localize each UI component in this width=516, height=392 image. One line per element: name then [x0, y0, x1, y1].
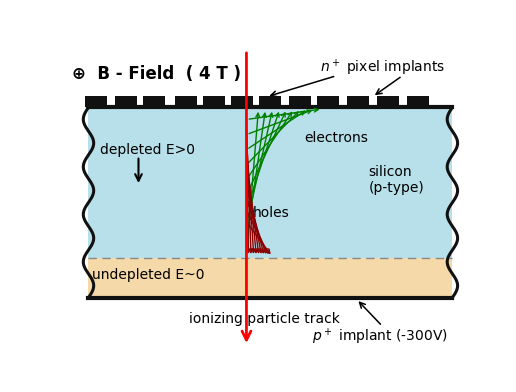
Text: $p^+$ implant (-300V): $p^+$ implant (-300V): [312, 327, 448, 347]
Text: silicon
(p-type): silicon (p-type): [368, 165, 424, 195]
Bar: [260, 96, 281, 107]
Bar: [89, 258, 453, 298]
Text: $n^+$ pixel implants: $n^+$ pixel implants: [320, 58, 445, 78]
Text: ionizing particle track: ionizing particle track: [189, 312, 340, 326]
Text: electrons: electrons: [304, 131, 368, 145]
Bar: [86, 96, 107, 107]
Text: ⊕  B - Field  ( 4 T ): ⊕ B - Field ( 4 T ): [72, 65, 241, 83]
Text: depleted E>0: depleted E>0: [101, 143, 196, 157]
Text: undepleted E~0: undepleted E~0: [92, 268, 205, 282]
Bar: [203, 96, 225, 107]
Bar: [116, 96, 137, 107]
Bar: [289, 96, 312, 107]
Bar: [175, 96, 198, 107]
Bar: [408, 96, 429, 107]
Bar: [143, 96, 166, 107]
Text: holes: holes: [252, 206, 289, 220]
Bar: [89, 107, 453, 298]
Bar: [317, 96, 340, 107]
Bar: [232, 96, 253, 107]
Bar: [377, 96, 399, 107]
Bar: [347, 96, 369, 107]
